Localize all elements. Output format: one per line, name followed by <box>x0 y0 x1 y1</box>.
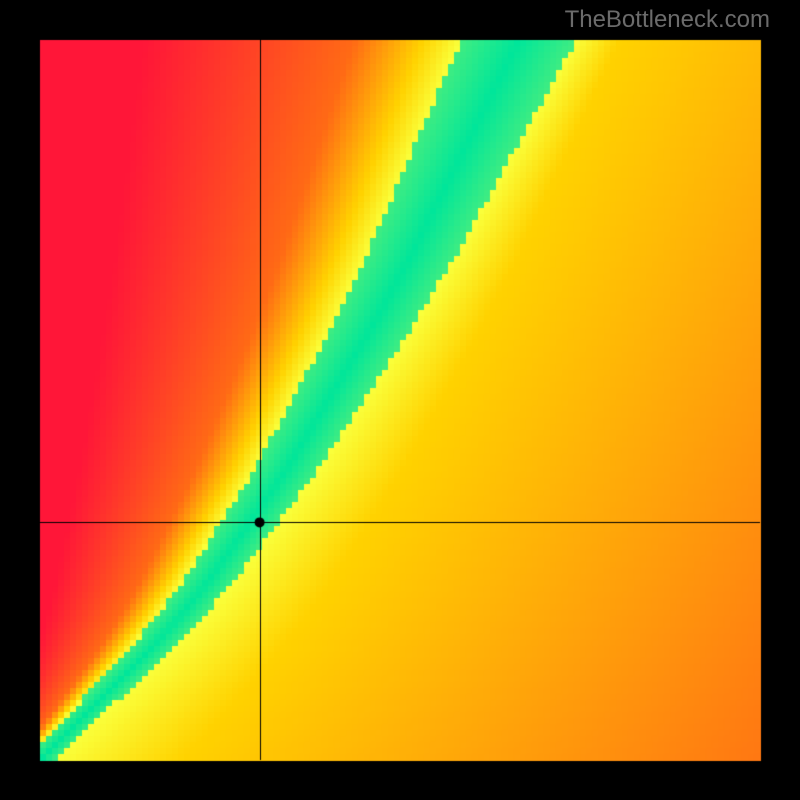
bottleneck-heatmap <box>0 0 800 800</box>
watermark-text: TheBottleneck.com <box>565 6 770 34</box>
chart-container: TheBottleneck.com <box>0 0 800 800</box>
